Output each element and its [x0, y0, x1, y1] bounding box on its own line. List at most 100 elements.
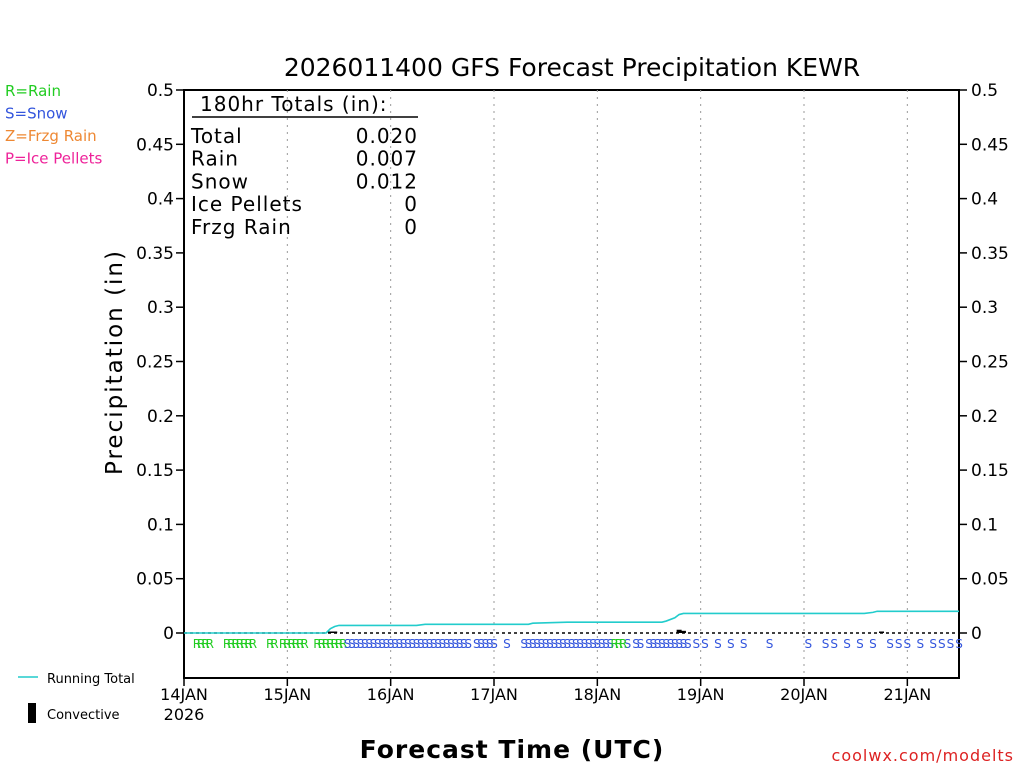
convective-bar: [676, 629, 682, 633]
type-legend-entry: P=Ice Pellets: [5, 150, 102, 168]
precip-type-mark: S: [408, 637, 416, 651]
totals-box: 180hr Totals (in): Total 0.020 Rain 0.007 Sn…: [190, 92, 418, 239]
y-tick-label: 0.5: [147, 81, 174, 101]
running-total-line: [184, 610, 959, 634]
precip-type-mark: S: [426, 637, 434, 651]
precip-type-mark: S: [486, 637, 494, 651]
precip-type-mark: R: [197, 637, 205, 651]
precip-type-mark: S: [538, 637, 546, 651]
precip-type-mark: R: [292, 637, 300, 651]
precip-type-mark: R: [610, 637, 618, 651]
x-tick-label: 15JAN: [263, 685, 311, 704]
precip-type-mark: R: [240, 637, 248, 651]
y-tick-label: 0.3: [147, 298, 174, 318]
precip-type-mark: S: [421, 637, 429, 651]
precip-type-mark: S: [645, 637, 653, 651]
y-tick-label: 0: [163, 624, 174, 644]
totals-label: Ice Pellets: [191, 192, 303, 216]
precip-type-mark: S: [529, 637, 537, 651]
precip-type-mark: R: [300, 637, 308, 651]
x-tick-label: 21JAN: [883, 685, 931, 704]
precip-type-mark: S: [391, 637, 399, 651]
precip-type-mark: S: [667, 637, 675, 651]
precip-type-mark: S: [473, 637, 481, 651]
precip-type-mark: S: [598, 637, 606, 651]
precip-type-mark: S: [955, 637, 963, 651]
precip-type-mark: S: [649, 637, 657, 651]
precip-type-mark: S: [886, 637, 894, 651]
precip-type-mark: S: [701, 637, 709, 651]
precip-type-mark: R: [227, 637, 235, 651]
precip-type-mark: S: [365, 637, 373, 651]
precip-type-mark: S: [740, 637, 748, 651]
precip-type-mark: S: [387, 637, 395, 651]
y-tick-label-right: 0.1: [971, 515, 998, 535]
precip-type-mark: S: [680, 637, 688, 651]
precip-type-mark: R: [249, 637, 257, 651]
precip-type-mark: R: [331, 637, 339, 651]
precip-type-mark: R: [236, 637, 244, 651]
y-tick-label-right: 0.3: [971, 298, 998, 318]
precip-type-mark: S: [632, 637, 640, 651]
left-y-axis: 0 0.05 0.1 0.15 0.2 0.25 0.3 0.35 0.4 0.45 0.5: [136, 81, 184, 644]
precip-type-mark: R: [193, 637, 201, 651]
precip-type-mark: S: [654, 637, 662, 651]
precip-type-mark: S: [395, 637, 403, 651]
precip-type-mark: S: [559, 637, 567, 651]
totals-header: 180hr Totals (in):: [200, 92, 388, 116]
precip-type-mark: R: [270, 637, 278, 651]
x-tick-label: 18JAN: [573, 685, 621, 704]
y-tick-label-right: 0.05: [971, 570, 1009, 590]
precip-type-mark: S: [714, 637, 722, 651]
precip-type-mark: S: [555, 637, 563, 651]
x-axis-label: Forecast Time (UTC): [360, 735, 665, 764]
type-legend-entry: Z=Frzg Rain: [5, 127, 97, 145]
y-tick-label: 0.45: [136, 135, 174, 155]
precip-type-mark: R: [322, 637, 330, 651]
precip-type-mark: S: [456, 637, 464, 651]
precip-type-mark: S: [671, 637, 679, 651]
totals-value: 0.007: [356, 147, 418, 171]
x-tick-label: 17JAN: [470, 685, 518, 704]
vertical-gridlines: [286, 90, 908, 678]
precip-type-mark: S: [576, 637, 584, 651]
precip-type-mark: S: [594, 637, 602, 651]
x-tick-label: 14JAN: [160, 685, 208, 704]
x-tick-label: 20JAN: [780, 685, 828, 704]
precip-type-mark: S: [361, 637, 369, 651]
precip-type-mark: S: [357, 637, 365, 651]
precip-type-mark: S: [378, 637, 386, 651]
y-tick-label: 0.2: [147, 407, 174, 427]
precip-type-mark: R: [287, 637, 295, 651]
running-total-legend-label: Running Total: [47, 672, 135, 687]
precip-type-mark: S: [938, 637, 946, 651]
x-tick-label: 16JAN: [367, 685, 415, 704]
x-tick-label: 19JAN: [677, 685, 725, 704]
y-tick-label-right: 0.4: [971, 190, 998, 210]
precip-type-mark: S: [895, 637, 903, 651]
y-tick-label: 0.05: [136, 570, 174, 590]
precip-type-legend: R=Rain S=Snow Z=Frzg Rain P=Ice Pellets: [5, 82, 102, 168]
precip-type-mark: S: [843, 637, 851, 651]
precip-type-mark: S: [542, 637, 550, 651]
y-tick-label: 0.4: [147, 190, 174, 210]
precip-type-mark: S: [637, 637, 645, 651]
x-year-label: 2026: [164, 705, 205, 724]
precip-type-mark: S: [947, 637, 955, 651]
precip-type-mark: R: [335, 637, 343, 651]
precip-type-mark: S: [822, 637, 830, 651]
totals-label: Total: [190, 124, 243, 148]
precip-type-mark: S: [675, 637, 683, 651]
precip-type-mark: R: [231, 637, 239, 651]
precip-type-mark: S: [374, 637, 382, 651]
precip-type-mark: S: [568, 637, 576, 651]
precip-type-mark: S: [344, 637, 352, 651]
y-tick-label-right: 0.15: [971, 461, 1009, 481]
precip-type-mark: S: [348, 637, 356, 651]
precip-type-mark: S: [477, 637, 485, 651]
precip-type-mark: R: [615, 637, 623, 651]
precip-type-mark: S: [383, 637, 391, 651]
precip-type-mark: S: [606, 637, 614, 651]
precip-type-mark: S: [550, 637, 558, 651]
